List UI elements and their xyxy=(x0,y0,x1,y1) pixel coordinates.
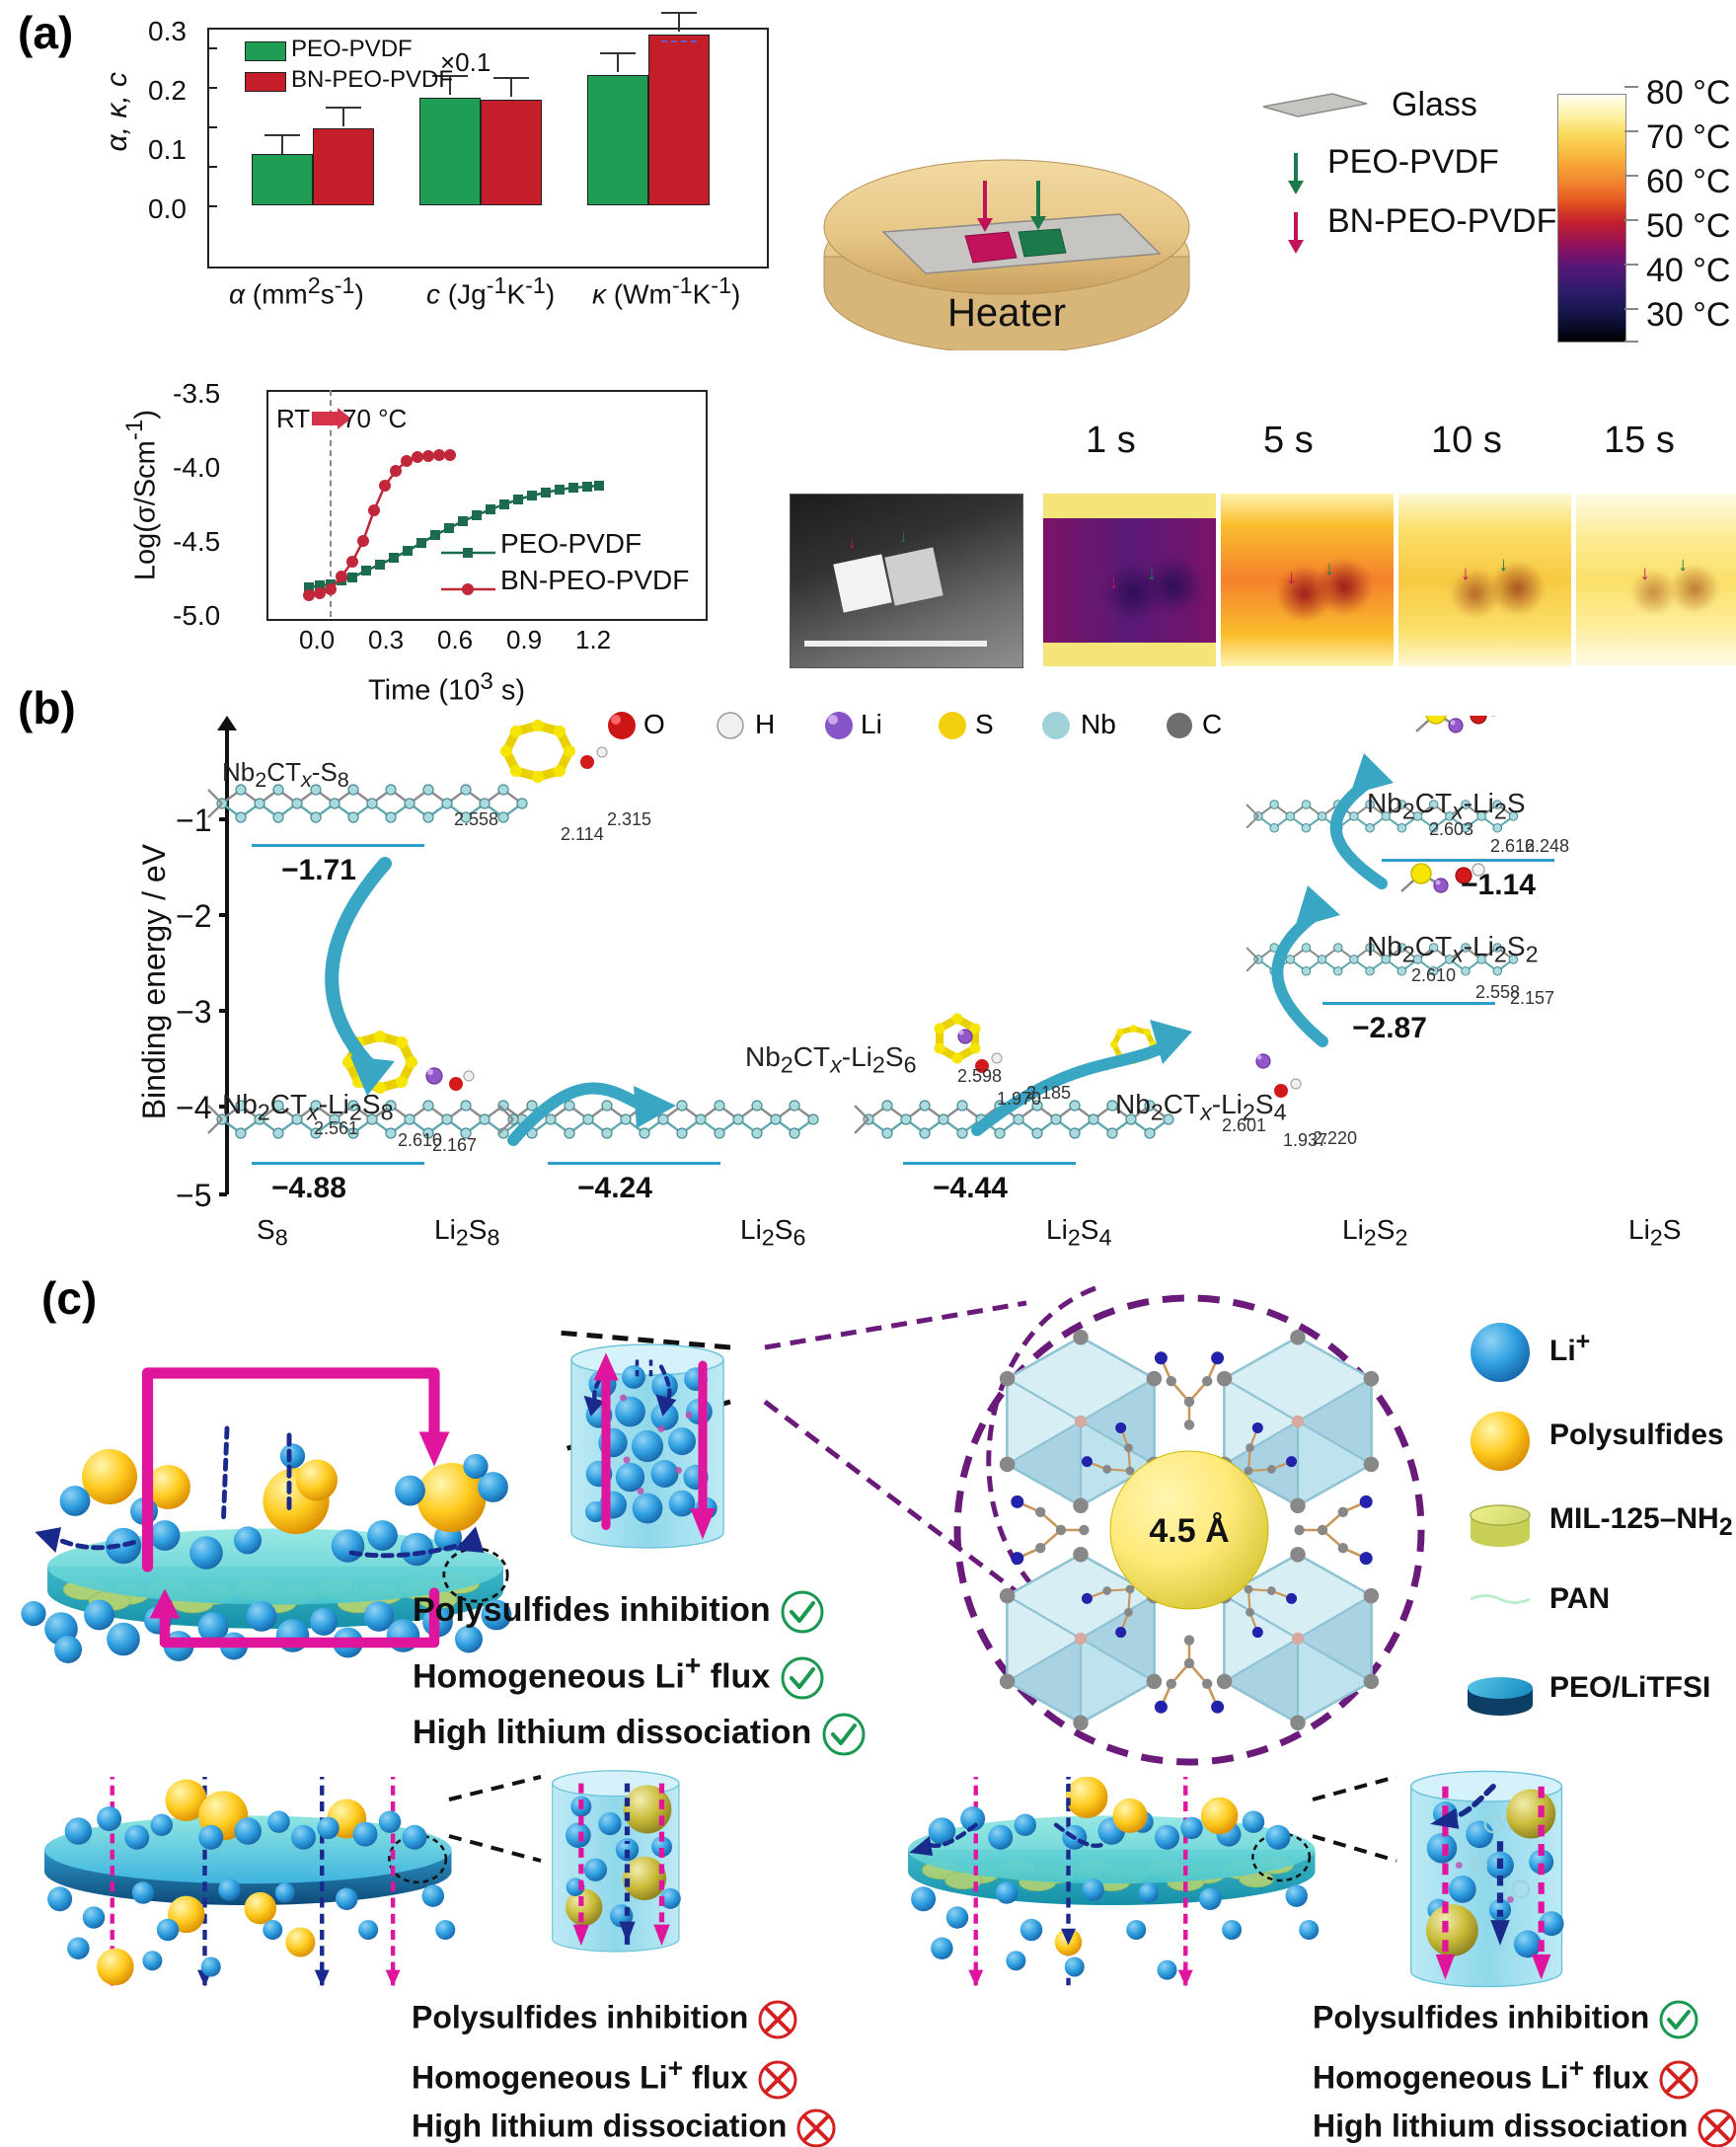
svg-text:Heater: Heater xyxy=(947,291,1066,335)
svg-text:4.5 Å: 4.5 Å xyxy=(1149,1512,1229,1550)
